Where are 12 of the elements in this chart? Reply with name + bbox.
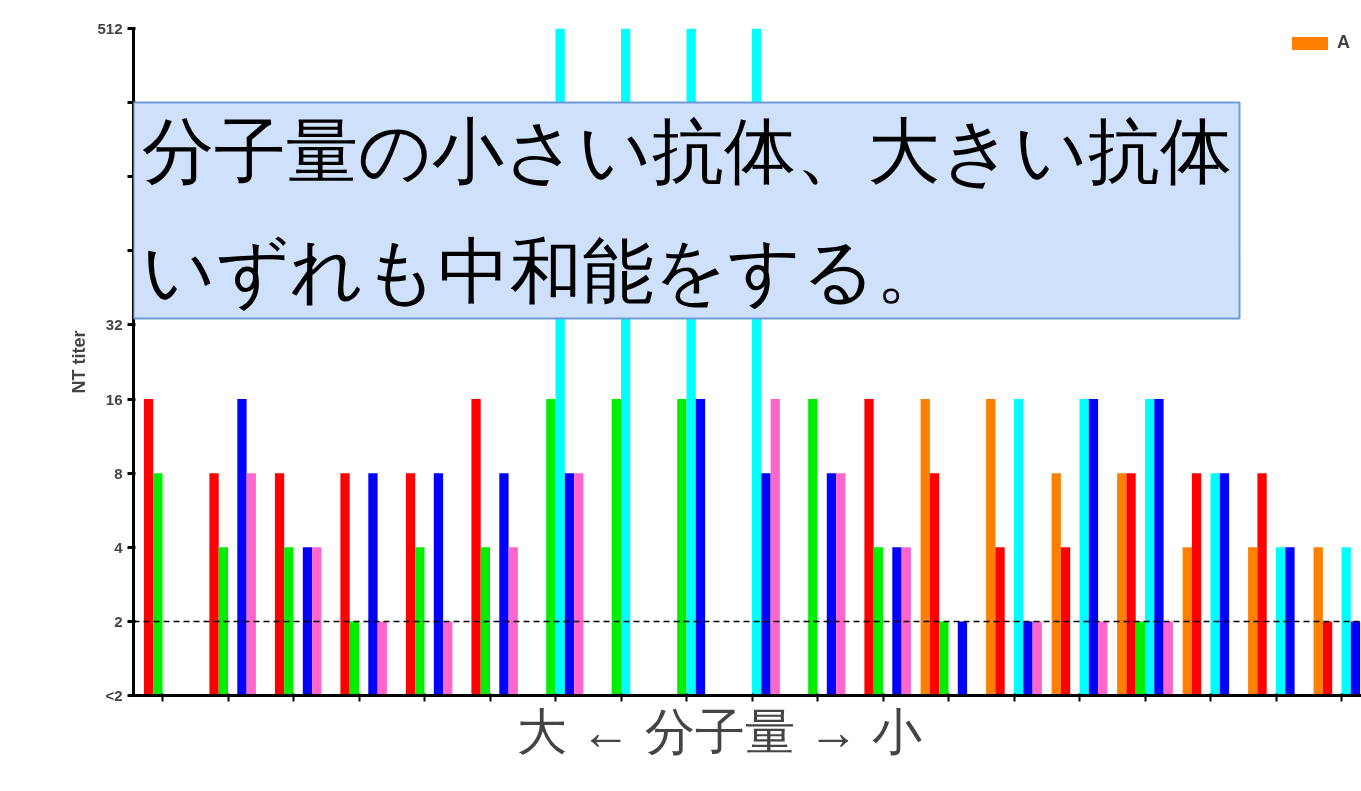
- legend-label: A: [1337, 32, 1351, 53]
- y-tick-label: 32: [105, 316, 123, 334]
- text: 分子量の小さい抗体、大きい抗体: [141, 110, 1232, 191]
- y-axis-title: NT titer: [69, 330, 90, 394]
- y-tick-label: <2: [105, 687, 123, 704]
- y-tick-label: 16: [105, 390, 123, 408]
- y-tick-label: 4: [114, 538, 124, 556]
- y-tick-label: 512: [97, 20, 123, 37]
- y-tick-label: 2: [114, 612, 123, 630]
- x-axis-title: 大 ← 分子量 → 小: [516, 703, 923, 760]
- text: いずれも中和能をする。: [141, 230, 948, 311]
- y-tick-label: 8: [114, 464, 123, 482]
